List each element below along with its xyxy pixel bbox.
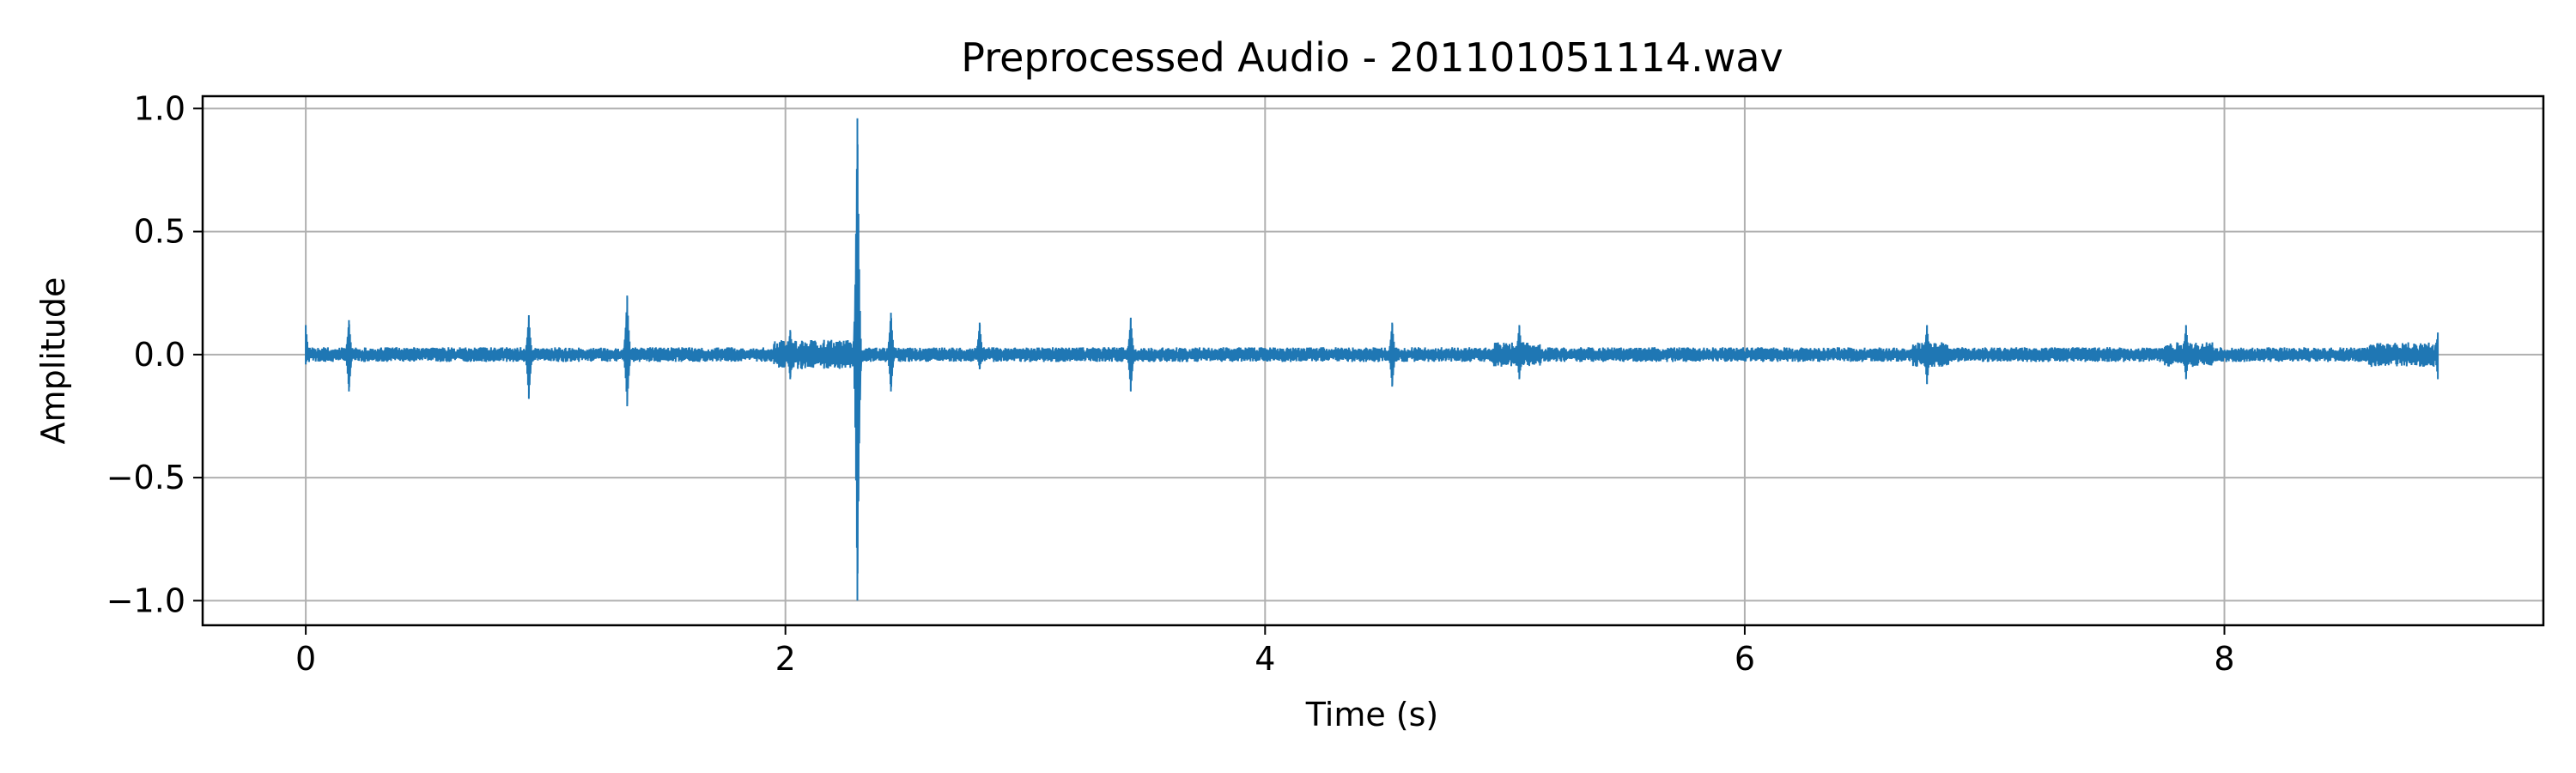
- y-tick-label: −1.0: [106, 581, 185, 619]
- y-axis-label: Amplitude: [34, 277, 72, 445]
- y-axis: 1.0 0.5 0.0 −0.5 −1.0: [106, 89, 203, 619]
- waveform-line: [305, 118, 2439, 601]
- y-tick-label: 0.5: [134, 213, 185, 251]
- x-tick-label: 2: [775, 640, 796, 678]
- x-tick-label: 8: [2214, 640, 2234, 678]
- y-tick-label: 1.0: [134, 89, 185, 127]
- x-tick-label: 6: [1735, 640, 1755, 678]
- waveform-series: [305, 118, 2439, 601]
- x-axis: 0 2 4 6 8: [295, 625, 2235, 678]
- y-tick-label: 0.0: [134, 336, 185, 374]
- x-tick-label: 4: [1255, 640, 1275, 678]
- y-tick-label: −0.5: [106, 459, 185, 496]
- grid: [203, 96, 2543, 625]
- plot-area-frame: [201, 94, 2545, 627]
- x-tick-label: 0: [295, 640, 316, 678]
- x-axis-label: Time (s): [1305, 696, 1439, 733]
- chart-title: Preprocessed Audio - 201101051114.wav: [961, 34, 1783, 81]
